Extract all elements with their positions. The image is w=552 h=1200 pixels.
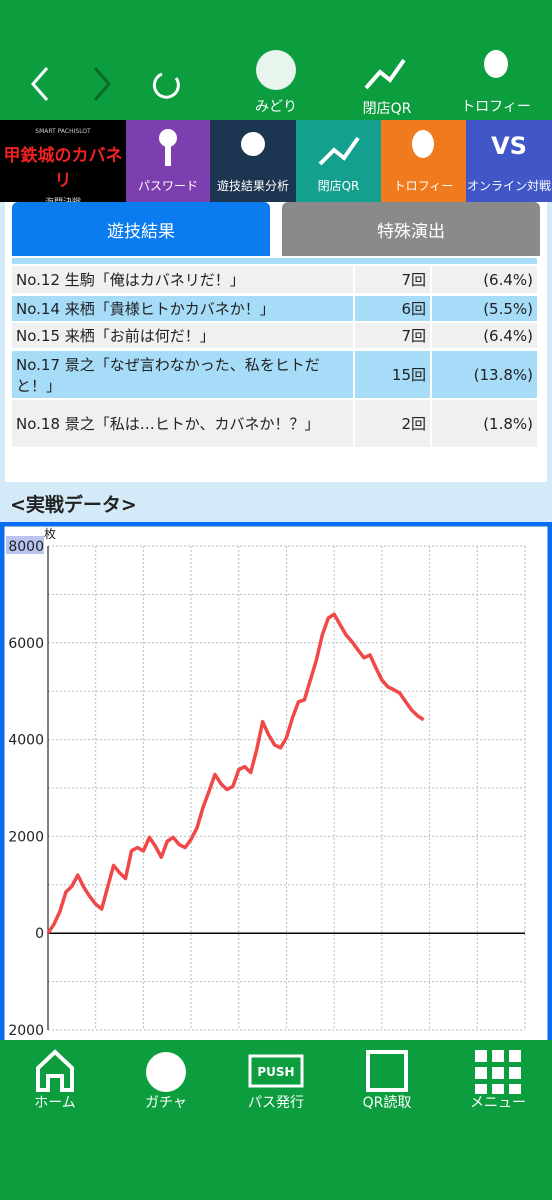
nav-label[interactable]: みどり [255, 99, 297, 115]
chart: 枚 2000 0 2000 4000 6000 8000 [0, 522, 552, 1040]
tile-label: パスワード [137, 179, 198, 193]
cell: 7回 [355, 323, 432, 348]
home-icon[interactable] [36, 1049, 74, 1092]
online-tile[interactable]: VS オンライン対戦 [466, 120, 552, 202]
cell: No.18 景之「私は…ヒトか、カバネか！？」 [12, 400, 355, 447]
closed-qr-icon[interactable] [364, 58, 406, 90]
cell: 2回 [355, 400, 432, 447]
qr-icon[interactable] [366, 1050, 408, 1092]
analysis-tile[interactable]: 遊技結果分析 [210, 120, 296, 202]
menu-icon[interactable] [475, 1050, 521, 1094]
tick-highlight [6, 536, 44, 554]
chart-icon [318, 136, 360, 166]
y-tick-label: 0 [35, 926, 44, 942]
logo-top: SMART PACHISLOT [35, 128, 91, 135]
tile-label: トロフィー [393, 179, 454, 193]
y-tick-label: 6000 [8, 636, 44, 652]
push-text: PUSH [257, 1065, 294, 1079]
top-nav [31, 50, 508, 101]
bottom-nav-icons: PUSH [36, 1049, 521, 1094]
y-tick-label: 4000 [8, 733, 44, 749]
analysis-icon [241, 132, 265, 156]
cell: (13.8%) [473, 365, 533, 384]
cell: 6回 [355, 296, 432, 321]
tile-label: 閉店QR [317, 179, 360, 193]
chart-frame [0, 522, 552, 1040]
y-tick-label: 8000 [8, 539, 44, 555]
data-line [46, 612, 425, 935]
table-row: No.17 景之「なぜ言わなかった、私をヒトだと！」 15回 (13.8%) [12, 351, 537, 398]
y-tick-label: 2000 [8, 829, 44, 845]
nav-label[interactable]: トロフィー [461, 99, 531, 115]
cell: No.12 生駒「俺はカバネリだ！」 [12, 266, 355, 293]
table-row: No.15 来栖「お前は何だ！」 7回 (6.4%) [12, 323, 537, 348]
push-icon[interactable] [248, 1054, 304, 1088]
gacha-icon[interactable] [146, 1052, 186, 1092]
alien-icon [412, 130, 434, 158]
trophy-tile[interactable]: トロフィー [381, 120, 466, 202]
bottom-nav-label[interactable]: QR読取 [362, 1095, 412, 1111]
vs-badge: VS [491, 132, 527, 160]
cell: No.14 来栖「貴様ヒトかカバネか！」 [12, 296, 355, 321]
cell: (5.5%) [483, 299, 533, 318]
tab-active[interactable]: 遊技結果 [12, 202, 270, 256]
password-tile[interactable]: パスワード [126, 120, 210, 202]
game-logo[interactable]: SMART PACHISLOT 甲鉄城のカバネリ 海門決戦 [0, 120, 126, 208]
bottom-nav-label[interactable]: ホーム [34, 1095, 76, 1111]
table-row: No.18 景之「私は…ヒトか、カバネか！？」 2回 (1.8%) [12, 400, 537, 447]
cell: 15回 [355, 351, 432, 398]
reload-button[interactable] [152, 72, 180, 99]
y-tick-label: 2000 [8, 1023, 44, 1039]
cell: (1.8%) [483, 414, 533, 433]
table-row: No.12 生駒「俺はカバネリだ！」 7回 (6.4%) [12, 266, 537, 293]
closed-qr-tile[interactable]: 閉店QR [296, 120, 381, 202]
key-icon [159, 129, 177, 166]
table-row: No.14 来栖「貴様ヒトかカバネか！」 6回 (5.5%) [12, 296, 537, 321]
section-title: <実戦データ> [10, 494, 137, 516]
forward-button[interactable] [93, 67, 111, 101]
logo-title: 甲鉄城のカバネリ [3, 146, 123, 191]
trophy-icon[interactable] [484, 50, 508, 78]
bottom-nav-label[interactable]: メニュー [470, 1095, 526, 1111]
bottom-nav-label[interactable]: ガチャ [145, 1095, 187, 1111]
y-unit: 枚 [44, 526, 56, 541]
cut-row [12, 258, 537, 264]
cell: No.17 景之「なぜ言わなかった、私をヒトだと！」 [12, 351, 355, 398]
midori-icon[interactable] [256, 50, 296, 90]
cell: (6.4%) [483, 326, 533, 345]
tile-label: オンライン対戦 [466, 179, 551, 193]
tile-label: 遊技結果分析 [216, 179, 289, 193]
back-button[interactable] [31, 67, 49, 101]
cell: (6.4%) [483, 270, 533, 289]
nav-label[interactable]: 閉店QR [362, 101, 412, 117]
tab[interactable]: 特殊演出 [282, 202, 540, 256]
bottom-nav-label[interactable]: パス発行 [248, 1095, 304, 1111]
cell: No.15 来栖「お前は何だ！」 [12, 323, 355, 348]
cell: 7回 [355, 266, 432, 293]
